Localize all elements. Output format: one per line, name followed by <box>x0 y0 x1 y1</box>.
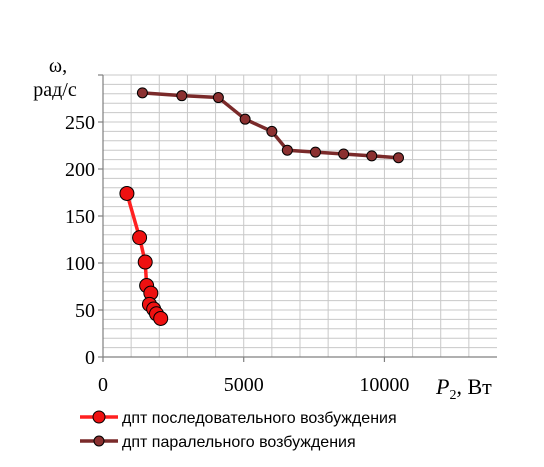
parallel-excitation-point <box>239 113 251 125</box>
series-excitation-point <box>119 185 135 201</box>
axes <box>98 74 497 362</box>
x-tick-label: 5000 <box>224 374 264 396</box>
x-axis-label: P2, Вт <box>435 374 492 403</box>
parallel-excitation-point <box>266 125 278 137</box>
x-axis-label-unit: , Вт <box>456 374 492 399</box>
legend-marker-series <box>92 410 106 424</box>
parallel-excitation-point <box>393 152 404 164</box>
parallel-excitation-line <box>142 91 399 160</box>
parallel-excitation-point <box>212 92 224 104</box>
legend-marker-parallel <box>93 435 105 447</box>
tick-labels: 0 50 100 150 200 250 0 5000 10000 <box>65 112 409 396</box>
parallel-excitation-point <box>281 144 293 156</box>
parallel-excitation-point <box>366 150 378 162</box>
y-axis-label-line1: ω, <box>49 55 67 77</box>
grid <box>103 74 497 357</box>
legend-label-series: дпт последовательного возбуждения <box>122 410 397 427</box>
y-tick-label: 200 <box>65 159 95 181</box>
legend-label-parallel: дпт паралельного возбуждения <box>122 434 356 451</box>
parallel-excitation-point <box>176 90 188 102</box>
parallel-excitation-point <box>338 148 350 160</box>
parallel-excitation-point <box>136 87 148 99</box>
y-tick-label: 50 <box>75 300 95 322</box>
x-axis-label-subscript: 2 <box>449 388 456 403</box>
legend: дпт последовательного возбуждения дпт па… <box>80 410 397 451</box>
series-excitation-point <box>132 230 148 246</box>
x-tick-label: 0 <box>98 374 108 396</box>
y-tick-label: 250 <box>65 112 95 134</box>
series-excitation-point <box>137 254 153 270</box>
parallel-excitation-point <box>309 146 321 158</box>
y-tick-label: 0 <box>85 347 95 369</box>
series-excitation-point <box>153 310 169 326</box>
y-axis-label-line2: рад/с <box>33 79 77 101</box>
series-layer <box>119 87 404 326</box>
x-tick-label: 10000 <box>359 374 409 396</box>
y-tick-label: 150 <box>65 206 95 228</box>
x-axis-label-symbol: P <box>435 374 449 399</box>
y-tick-label: 100 <box>65 253 95 275</box>
